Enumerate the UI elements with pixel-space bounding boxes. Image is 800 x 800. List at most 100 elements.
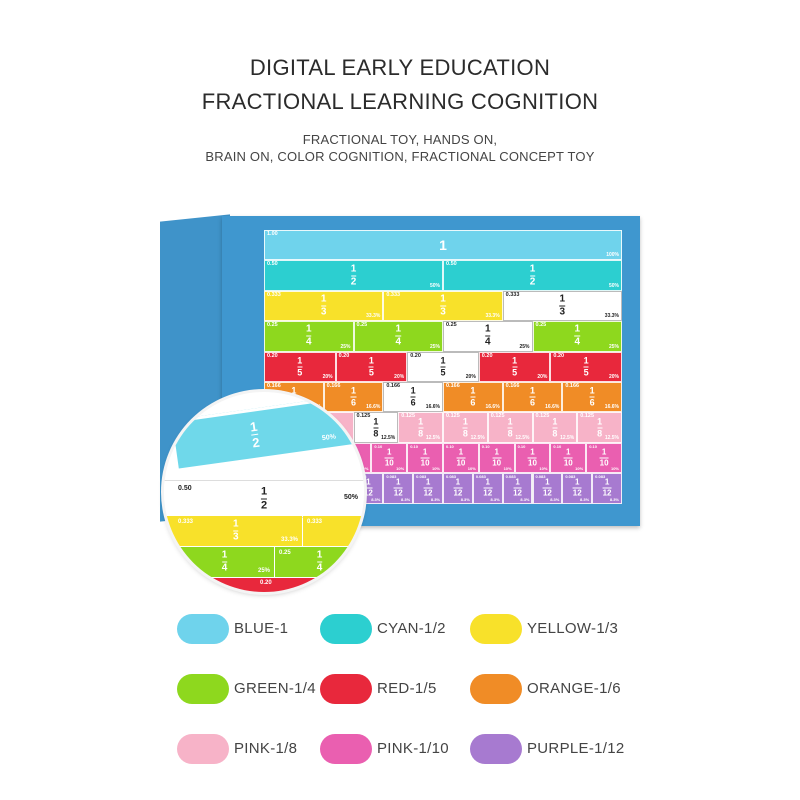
fraction-tile-1-5[interactable]: 0.20 1 5 20% xyxy=(264,351,336,382)
tile-percent: 10% xyxy=(360,466,369,472)
fraction-bar xyxy=(597,427,603,429)
fraction-tile-1-4[interactable]: 0.25 1 4 25% xyxy=(264,321,354,352)
tile-decimal: 0.333 xyxy=(267,291,281,298)
tile-percent: 8.3% xyxy=(460,496,470,502)
fraction-tile-1-5[interactable]: 0.20 1 5 20% xyxy=(407,351,479,382)
tile-percent: 10% xyxy=(396,466,405,472)
legend-swatch xyxy=(177,674,229,704)
tile-percent: 12.5% xyxy=(470,434,485,441)
tile-decimal: 0.10 xyxy=(374,443,383,449)
title-line-2: FRACTIONAL LEARNING COGNITION xyxy=(201,89,599,114)
tile-percent: 12.5% xyxy=(515,434,530,441)
fraction-denominator: 8 xyxy=(418,428,424,439)
fraction-tile-1-2[interactable]: 0.50 1 2 50% xyxy=(443,260,622,291)
tile-decimal: 0.083 xyxy=(386,474,397,480)
tile-percent: 12.5% xyxy=(425,434,440,441)
fraction-numerator: 1 xyxy=(410,385,416,396)
fraction-denominator: 12 xyxy=(453,488,463,498)
fraction-numerator: 1 xyxy=(305,323,312,335)
tile-decimal: 0.20 xyxy=(553,352,565,359)
legend-swatch xyxy=(320,674,372,704)
fraction-tile-1-5[interactable]: 0.20 1 5 20% xyxy=(335,351,408,382)
fraction-numerator: 1 xyxy=(530,447,535,457)
tile-decimal: 0.10 xyxy=(446,443,454,449)
fraction-numerator: 1 xyxy=(604,477,610,487)
fraction-tile-1-3[interactable]: 0.333 1 3 33.3% xyxy=(383,290,503,322)
tile-decimal: 0.50 xyxy=(267,261,278,268)
fraction-bar xyxy=(462,427,468,429)
tile-decimal: 0.10 xyxy=(517,443,526,449)
fraction-denominator: 12 xyxy=(513,488,523,498)
fraction-tile-1-3[interactable]: 0.333 1 3 33.3% xyxy=(502,290,622,322)
fraction-denominator: 12 xyxy=(363,488,373,498)
fraction-tile-1-2[interactable]: 0.50 1 2 50% xyxy=(264,260,443,291)
legend-label: PINK-1/8 xyxy=(234,740,298,757)
fraction-numerator: 1 xyxy=(440,355,446,366)
fraction-tile-1-4[interactable]: 0.25 1 4 25% xyxy=(443,321,533,352)
tile-percent: 8.3% xyxy=(371,496,381,502)
fraction-numerator: 1 xyxy=(545,477,550,487)
tile-percent: 25% xyxy=(429,343,440,350)
fraction-denominator: 5 xyxy=(368,367,374,378)
fraction-tile-1-3[interactable]: 0.333 1 3 33.3% xyxy=(264,290,384,322)
fraction-numerator: 1 xyxy=(387,447,392,457)
fraction-tile-1-4[interactable]: 0.25 1 4 25% xyxy=(532,321,622,352)
fraction-numerator: 1 xyxy=(515,477,520,487)
tile-decimal: 0.125 xyxy=(401,413,416,420)
zoom-fifth-tile: 0.20 xyxy=(164,578,364,592)
fraction-tile-1-5[interactable]: 0.20 1 5 20% xyxy=(550,351,622,382)
fraction-numerator: 1 xyxy=(396,477,401,487)
tile-percent: 10% xyxy=(610,466,619,472)
fraction-bar xyxy=(599,457,609,459)
fraction-bar xyxy=(513,487,523,489)
fraction-denominator: 2 xyxy=(350,276,357,288)
tile-decimal: 0.20 xyxy=(410,352,421,359)
fraction-tile-1-4[interactable]: 0.25 1 4 25% xyxy=(353,321,443,352)
tile-decimal: 0.333 xyxy=(505,291,520,298)
fraction-numerator: 1 xyxy=(552,416,558,427)
fraction-bar xyxy=(492,457,502,459)
fraction-tile-1-1[interactable]: 1.00 1 100% xyxy=(264,230,622,261)
fraction-denominator: 8 xyxy=(597,428,603,439)
fraction-tile-1-5[interactable]: 0.20 1 5 20% xyxy=(478,351,551,382)
fraction-bar xyxy=(368,366,374,368)
fraction-denominator: 12 xyxy=(423,488,433,498)
legend-swatch xyxy=(470,734,522,764)
zoom-quarter-percent: 25% xyxy=(257,568,270,574)
fraction-bar xyxy=(440,366,446,368)
tile-percent: 25% xyxy=(519,343,530,350)
tile-percent: 10% xyxy=(575,466,584,472)
fraction-denominator: 5 xyxy=(440,367,446,378)
tile-decimal: 0.10 xyxy=(481,443,490,449)
